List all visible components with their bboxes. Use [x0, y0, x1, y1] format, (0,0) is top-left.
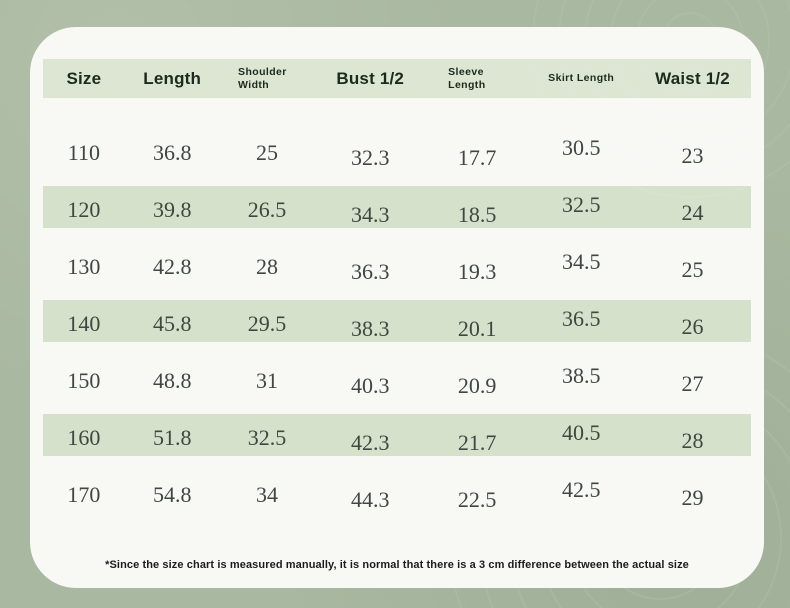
table-cell: 26 — [681, 313, 704, 339]
column-header-bust: Bust 1/2 — [336, 68, 405, 88]
measurement-disclaimer: *Since the size chart is measured manual… — [105, 559, 689, 571]
table-cell: 38.3 — [350, 315, 390, 341]
table-cell: 31 — [256, 367, 279, 393]
table-cell: 17.7 — [457, 144, 497, 170]
table-cell: 24 — [681, 199, 704, 225]
table-cell: 51.8 — [152, 424, 192, 450]
table-cell: 34 — [256, 481, 279, 507]
table-cell: 20.1 — [457, 315, 497, 341]
table-cell: 45.8 — [152, 310, 192, 336]
table-cell: 170 — [67, 481, 101, 507]
table-cell: 29.5 — [247, 310, 287, 336]
table-cell: 25 — [256, 139, 279, 165]
column-header-length: Length — [143, 68, 202, 88]
table-cell: 30.5 — [561, 134, 601, 160]
table-cell: 140 — [67, 310, 101, 336]
table-cell: 22.5 — [457, 486, 497, 512]
table-cell: 36.3 — [350, 258, 390, 284]
size-chart-table: Size Length Shoulder Width Bust 1/2 Slee… — [30, 27, 764, 523]
table-cell: 39.8 — [152, 196, 192, 222]
table-cell: 27 — [681, 370, 704, 396]
table-row: 140 45.8 29.5 38.3 20.1 36.5 26 — [43, 295, 751, 352]
table-cell: 20.9 — [457, 372, 497, 398]
table-cell: 38.5 — [561, 362, 601, 388]
table-cell: 34.5 — [561, 248, 601, 274]
column-header-sleeve-length-label: Sleeve Length — [448, 65, 486, 91]
table-cell: 19.3 — [457, 258, 497, 284]
table-cell: 36.5 — [561, 305, 601, 331]
table-row: 160 51.8 32.5 42.3 21.7 40.5 28 — [43, 409, 751, 466]
table-cell: 110 — [67, 139, 100, 165]
table-header-row: Size Length Shoulder Width Bust 1/2 Slee… — [43, 59, 751, 98]
table-cell: 42.3 — [350, 429, 390, 455]
table-cell: 42.5 — [561, 476, 601, 502]
table-cell: 32.5 — [561, 191, 601, 217]
table-cell: 28 — [256, 253, 279, 279]
column-header-waist: Waist 1/2 — [655, 68, 730, 88]
table-cell: 42.8 — [152, 253, 192, 279]
column-header-shoulder-width: Shoulder Width — [220, 66, 315, 91]
table-cell: 40.5 — [561, 419, 601, 445]
header-body-spacer — [43, 98, 751, 124]
table-cell: 32.5 — [247, 424, 287, 450]
table-cell: 120 — [67, 196, 101, 222]
table-cell: 26.5 — [247, 196, 287, 222]
table-cell: 29 — [681, 484, 704, 510]
table-cell: 44.3 — [350, 486, 390, 512]
table-cell: 130 — [67, 253, 101, 279]
table-cell: 25 — [681, 256, 704, 282]
table-cell: 54.8 — [152, 481, 192, 507]
size-chart-card: Size Length Shoulder Width Bust 1/2 Slee… — [30, 27, 764, 588]
table-cell: 18.5 — [457, 201, 497, 227]
table-cell: 36.8 — [152, 139, 192, 165]
column-header-sleeve-length: Sleeve Length — [426, 66, 528, 91]
table-cell: 28 — [681, 427, 704, 453]
table-row: 170 54.8 34 44.3 22.5 42.5 29 — [43, 466, 751, 523]
column-header-shoulder-width-label: Shoulder Width — [238, 65, 287, 91]
column-header-skirt-length-label: Skirt Length — [548, 72, 615, 85]
table-cell: 21.7 — [457, 429, 497, 455]
table-cell: 23 — [681, 142, 704, 168]
table-cell: 32.3 — [350, 144, 390, 170]
table-row: 150 48.8 31 40.3 20.9 38.5 27 — [43, 352, 751, 409]
column-header-skirt-length: Skirt Length — [528, 72, 634, 85]
table-cell: 34.3 — [350, 201, 390, 227]
table-row: 110 36.8 25 32.3 17.7 30.5 23 — [43, 124, 751, 181]
table-row: 120 39.8 26.5 34.3 18.5 32.5 24 — [43, 181, 751, 238]
table-cell: 160 — [67, 424, 101, 450]
table-cell: 150 — [67, 367, 101, 393]
table-cell: 40.3 — [350, 372, 390, 398]
table-cell: 48.8 — [152, 367, 192, 393]
table-row: 130 42.8 28 36.3 19.3 34.5 25 — [43, 238, 751, 295]
column-header-size: Size — [66, 68, 102, 88]
